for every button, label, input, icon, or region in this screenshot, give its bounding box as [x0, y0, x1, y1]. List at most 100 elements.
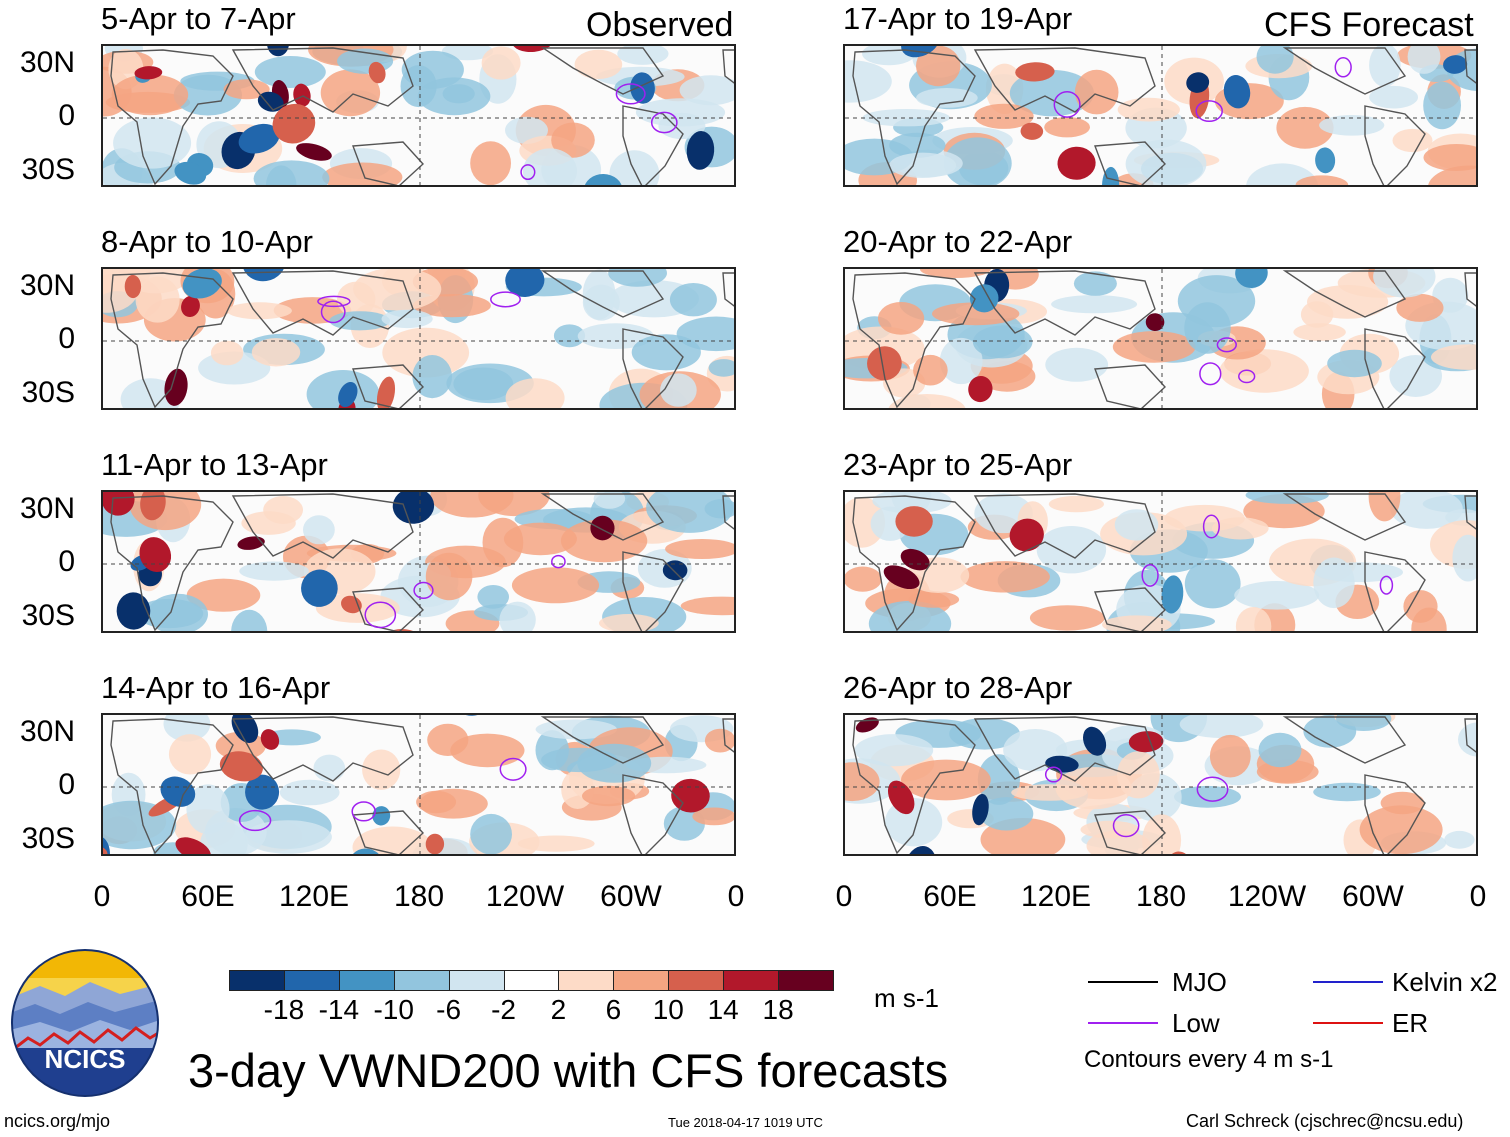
- anomaly-blob: [1368, 492, 1401, 522]
- anomaly-core: [267, 46, 289, 57]
- anomaly-blob: [1276, 106, 1334, 149]
- anomaly-core: [392, 492, 435, 524]
- map-panel: [843, 44, 1478, 187]
- footer-timestamp: Tue 2018-04-17 1019 UTC: [668, 1115, 823, 1130]
- anomaly-blob: [362, 749, 401, 790]
- colorbar-tick: -14: [318, 994, 360, 1025]
- anomaly-blob: [593, 492, 626, 509]
- anomaly-blob: [210, 340, 244, 366]
- lat-label-eq: 0: [58, 545, 75, 578]
- anomaly-blob: [505, 378, 565, 408]
- anomaly-core: [257, 91, 284, 112]
- map-panel: [101, 267, 736, 410]
- anomaly-blob: [1209, 734, 1251, 778]
- anomaly-core: [1045, 755, 1079, 773]
- continent-outline: [110, 495, 234, 631]
- continent-outline: [722, 272, 734, 307]
- anomaly-core: [895, 506, 933, 537]
- continent-outline: [1364, 774, 1426, 854]
- anomaly-core: [116, 592, 151, 630]
- anomaly-blob: [231, 609, 268, 631]
- anomaly-core: [242, 269, 286, 282]
- continent-outline: [1364, 105, 1426, 185]
- colorbar-swatch: [283, 970, 340, 991]
- continent-outline: [540, 47, 665, 95]
- anomaly-core: [245, 774, 280, 810]
- anomaly-core: [175, 837, 211, 854]
- anomaly-blob: [1369, 46, 1401, 87]
- continent-outline: [352, 810, 424, 854]
- anomaly-blob: [599, 614, 659, 631]
- anomaly-blob: [1044, 117, 1090, 138]
- anomaly-blob: [635, 98, 726, 127]
- legend-label-mjo: MJO: [1172, 967, 1227, 997]
- anomaly-blob: [660, 373, 697, 407]
- anomaly-blob: [430, 492, 514, 518]
- anomaly-core: [1145, 313, 1165, 332]
- anomaly-core: [103, 836, 110, 854]
- lat-label-30s: 30S: [21, 376, 75, 409]
- anomaly-blob: [186, 578, 261, 612]
- anomaly-blob: [1319, 115, 1385, 136]
- anomaly-blob: [1256, 46, 1294, 74]
- continent-outline: [352, 141, 424, 185]
- lat-label-eq: 0: [58, 768, 75, 801]
- anomaly-field: [103, 46, 734, 185]
- continent-outline: [1094, 810, 1166, 854]
- anomaly-core: [237, 536, 265, 550]
- anomaly-blob: [1142, 814, 1182, 854]
- continent-outline: [540, 493, 665, 541]
- continent-outline: [1464, 718, 1476, 753]
- anomaly-blob: [223, 79, 270, 100]
- anomaly-blob: [320, 69, 381, 117]
- continent-outline: [1364, 551, 1426, 631]
- colorbar-swatch: [558, 970, 615, 991]
- anomaly-core: [1083, 726, 1107, 756]
- anomaly-blob: [1055, 767, 1132, 810]
- legend-label-low: Low: [1172, 1008, 1220, 1038]
- low-contour: [1202, 514, 1220, 539]
- anomaly-blob: [972, 325, 1033, 359]
- panel-title-observed-3: 11-Apr to 13-Apr: [101, 447, 328, 482]
- colorbar-tick: 6: [605, 994, 622, 1025]
- lon-label-0: 0: [835, 880, 853, 913]
- low-contour: [1216, 337, 1237, 353]
- anomaly-blob: [511, 567, 600, 604]
- colorbar-swatch: [338, 970, 395, 991]
- continent-outline: [1094, 141, 1166, 185]
- anomaly-blob: [932, 302, 1020, 326]
- lat-label-30n: 30N: [19, 492, 75, 525]
- anomaly-core: [139, 537, 172, 572]
- anomaly-blob: [251, 338, 301, 367]
- anomaly-blob: [1423, 144, 1476, 171]
- anomaly-blob: [916, 46, 961, 87]
- anomaly-blob: [239, 561, 309, 581]
- anomaly-core: [272, 103, 316, 144]
- panel-title-forecast-2: 20-Apr to 22-Apr: [843, 224, 1073, 259]
- colorbar-swatch: [229, 970, 285, 991]
- legend-line-kelvin: [1313, 981, 1383, 983]
- anomaly-blob: [845, 497, 885, 548]
- anomaly-blob: [442, 84, 475, 104]
- anomaly-core: [160, 776, 196, 807]
- anomaly-blob: [470, 813, 512, 854]
- continent-outline: [1464, 272, 1476, 307]
- continent-outline: [1364, 328, 1426, 408]
- continent-outline: [1094, 364, 1166, 408]
- lat-label-30s: 30S: [21, 822, 75, 855]
- anomaly-field: [845, 715, 1476, 854]
- anomaly-blob: [1327, 349, 1382, 378]
- anomaly-blob: [253, 160, 330, 185]
- colorbar-tick: 18: [762, 994, 794, 1025]
- anomaly-core: [1186, 72, 1210, 93]
- anomaly-blob: [553, 324, 586, 348]
- anomaly-blob: [582, 284, 620, 321]
- lon-label-0: 0: [1469, 880, 1487, 913]
- anomaly-blob: [692, 807, 734, 826]
- low-contour: [238, 809, 272, 832]
- continent-outline: [852, 49, 976, 185]
- anomaly-blob: [1396, 293, 1444, 322]
- lat-label-30n: 30N: [19, 269, 75, 302]
- anomaly-blob: [888, 394, 966, 408]
- anomaly-field: [845, 269, 1476, 408]
